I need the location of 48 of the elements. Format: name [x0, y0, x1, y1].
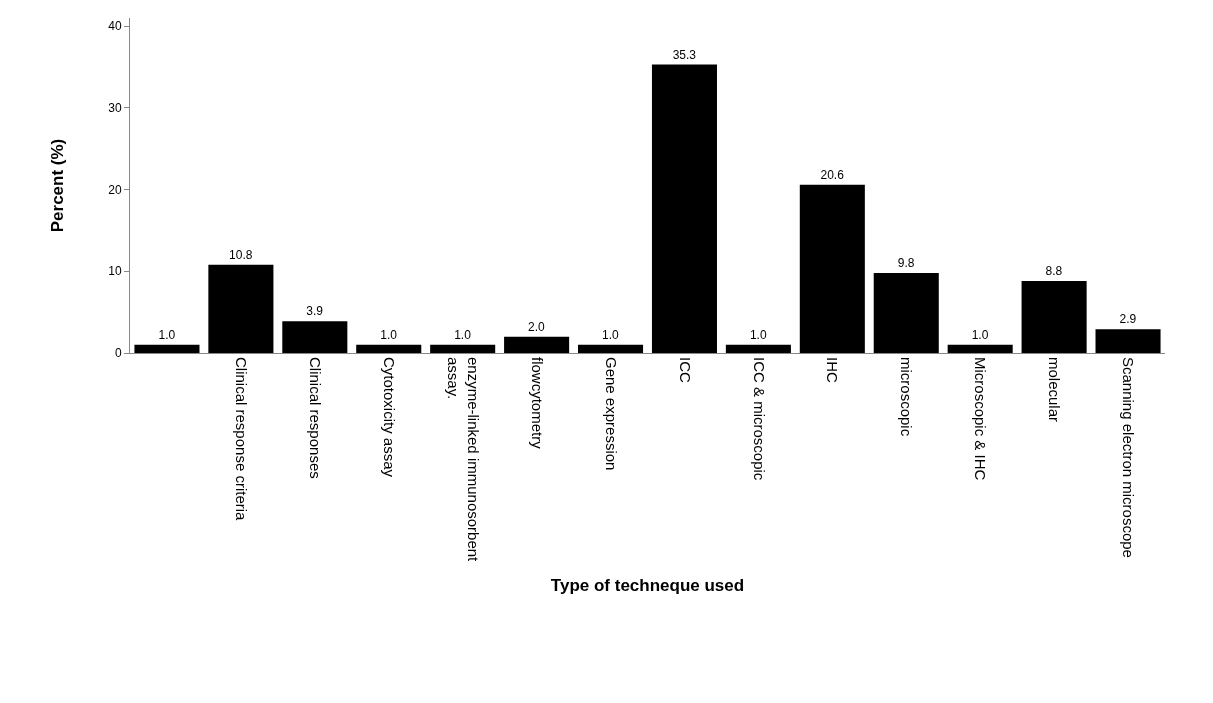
data-label: 10.8 — [229, 247, 253, 262]
x-tick-label: enzyme-linked immunosorbent assay. — [445, 357, 482, 563]
bar — [947, 344, 1013, 353]
x-tick-label: ICC & microscopic — [750, 357, 768, 481]
y-tick-label: 30 — [108, 101, 122, 116]
bar — [578, 344, 644, 353]
bar — [873, 272, 939, 353]
x-tick-label: Clinical responses — [306, 357, 324, 479]
x-tick-label: molecular — [1046, 357, 1064, 423]
bar — [208, 264, 274, 353]
bar — [1021, 281, 1087, 353]
bar — [430, 344, 496, 353]
data-label: 1.0 — [454, 327, 472, 342]
bar — [651, 64, 717, 353]
bar — [504, 336, 570, 353]
bar — [1095, 329, 1161, 353]
y-tick-label: 20 — [108, 182, 122, 197]
data-label: 2.0 — [528, 319, 546, 334]
data-label: 2.9 — [1119, 312, 1137, 327]
x-axis-title: Type of techneque used — [550, 576, 745, 596]
x-tick-label: ICC — [676, 357, 694, 383]
data-label: 1.0 — [602, 327, 620, 342]
x-tick-label: microscopic — [898, 357, 916, 437]
y-tick-label: 40 — [108, 19, 122, 34]
data-label: 3.9 — [306, 304, 324, 319]
data-label: 1.0 — [749, 327, 767, 342]
data-label: 8.8 — [1045, 264, 1063, 279]
data-label: 20.6 — [820, 167, 845, 182]
y-tick-label: 10 — [108, 264, 122, 279]
bar — [725, 344, 791, 353]
y-tick-label: 0 — [114, 346, 122, 361]
bar — [282, 321, 348, 353]
bar — [799, 184, 865, 353]
x-tick-label: Scanning electron microscope — [1120, 357, 1138, 558]
data-label: 35.3 — [672, 47, 697, 62]
data-label: 1.0 — [971, 327, 989, 342]
x-tick-label: IHC — [824, 357, 842, 383]
data-label: 9.8 — [897, 255, 915, 270]
x-tick-label: Cytotoxicity assay — [380, 357, 398, 478]
x-tick-label: Clinical response criteria — [233, 357, 251, 522]
bar — [356, 344, 422, 353]
x-tick-label: Gene expression — [602, 357, 620, 471]
x-tick-label: flowcytometry — [528, 357, 546, 450]
x-tick-label: Microscopic & IHC — [972, 357, 990, 481]
data-label: 1.0 — [158, 327, 176, 342]
bar — [134, 344, 200, 353]
y-axis-title: Percent (%) — [47, 138, 67, 233]
data-label: 1.0 — [380, 327, 398, 342]
